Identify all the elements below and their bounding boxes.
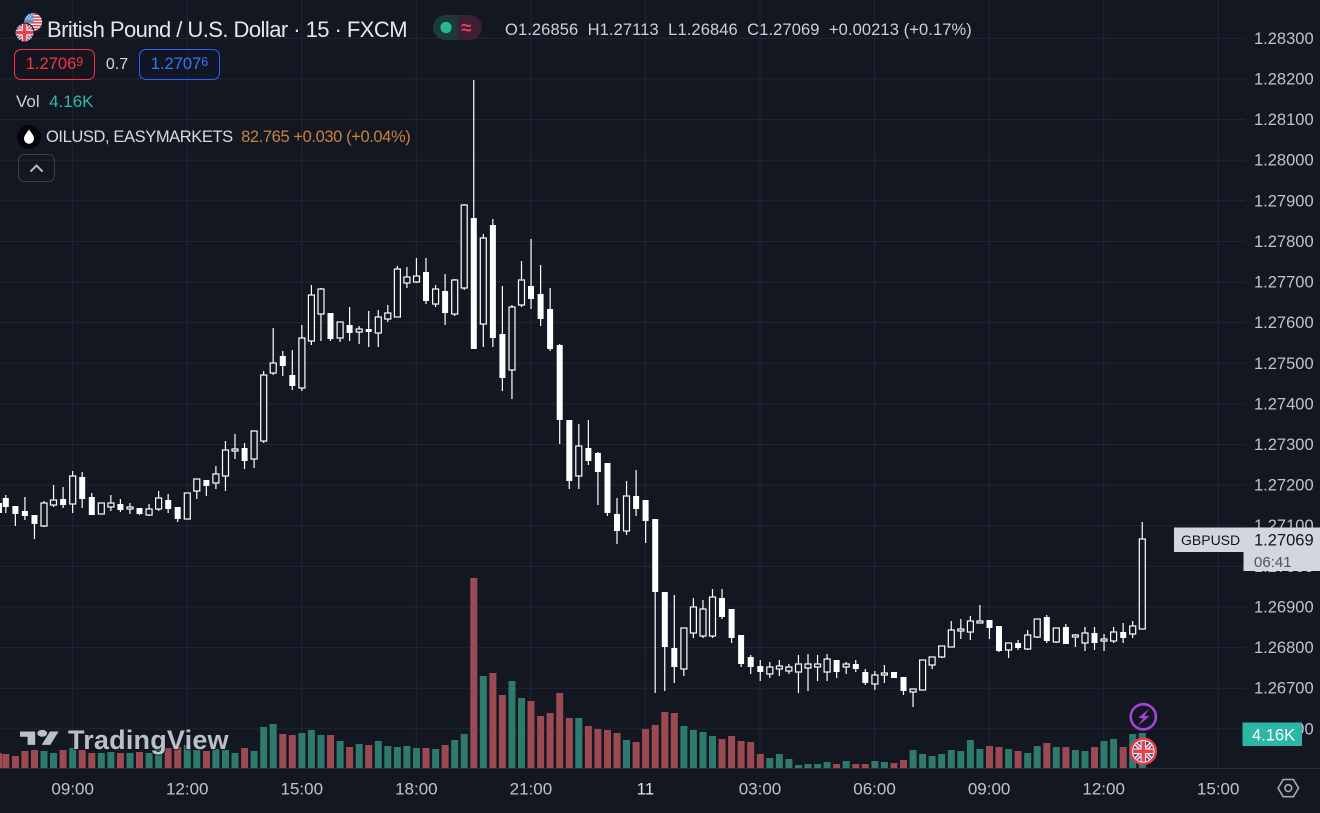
- svg-text:1.26900: 1.26900: [1254, 599, 1314, 617]
- svg-text:1.27400: 1.27400: [1254, 395, 1314, 413]
- svg-text:1.28000: 1.28000: [1254, 152, 1314, 170]
- svg-text:1.27900: 1.27900: [1254, 192, 1314, 210]
- svg-text:18:00: 18:00: [395, 780, 438, 799]
- svg-text:1.27700: 1.27700: [1254, 274, 1314, 292]
- svg-text:GBPUSD: GBPUSD: [1181, 532, 1240, 548]
- svg-text:≈: ≈: [461, 18, 472, 39]
- svg-text:15:00: 15:00: [281, 780, 324, 799]
- svg-text:12:00: 12:00: [1082, 780, 1125, 799]
- svg-text:1.28200: 1.28200: [1254, 70, 1314, 88]
- svg-text:1.28100: 1.28100: [1254, 111, 1314, 129]
- svg-text:09:00: 09:00: [968, 780, 1011, 799]
- svg-text:09:00: 09:00: [51, 780, 94, 799]
- svg-text:1.26700: 1.26700: [1254, 680, 1314, 698]
- svg-text:TradingView: TradingView: [68, 725, 230, 755]
- svg-text:12:00: 12:00: [166, 780, 209, 799]
- svg-text:21:00: 21:00: [510, 780, 553, 799]
- svg-text:1.27600: 1.27600: [1254, 314, 1314, 332]
- svg-text:03:00: 03:00: [739, 780, 782, 799]
- svg-text:4.16K: 4.16K: [1252, 727, 1295, 745]
- svg-text:1.28300: 1.28300: [1254, 30, 1314, 48]
- svg-text:1.27500: 1.27500: [1254, 355, 1314, 373]
- svg-text:15:00: 15:00: [1197, 780, 1240, 799]
- svg-text:1.27300: 1.27300: [1254, 436, 1314, 454]
- svg-text:06:00: 06:00: [853, 780, 896, 799]
- svg-text:1.27069: 1.27069: [1254, 532, 1314, 550]
- svg-text:11: 11: [637, 780, 655, 799]
- svg-text:1.27200: 1.27200: [1254, 477, 1314, 495]
- svg-text:1.27800: 1.27800: [1254, 233, 1314, 251]
- svg-text:06:41: 06:41: [1254, 554, 1292, 571]
- svg-text:1.26800: 1.26800: [1254, 639, 1314, 657]
